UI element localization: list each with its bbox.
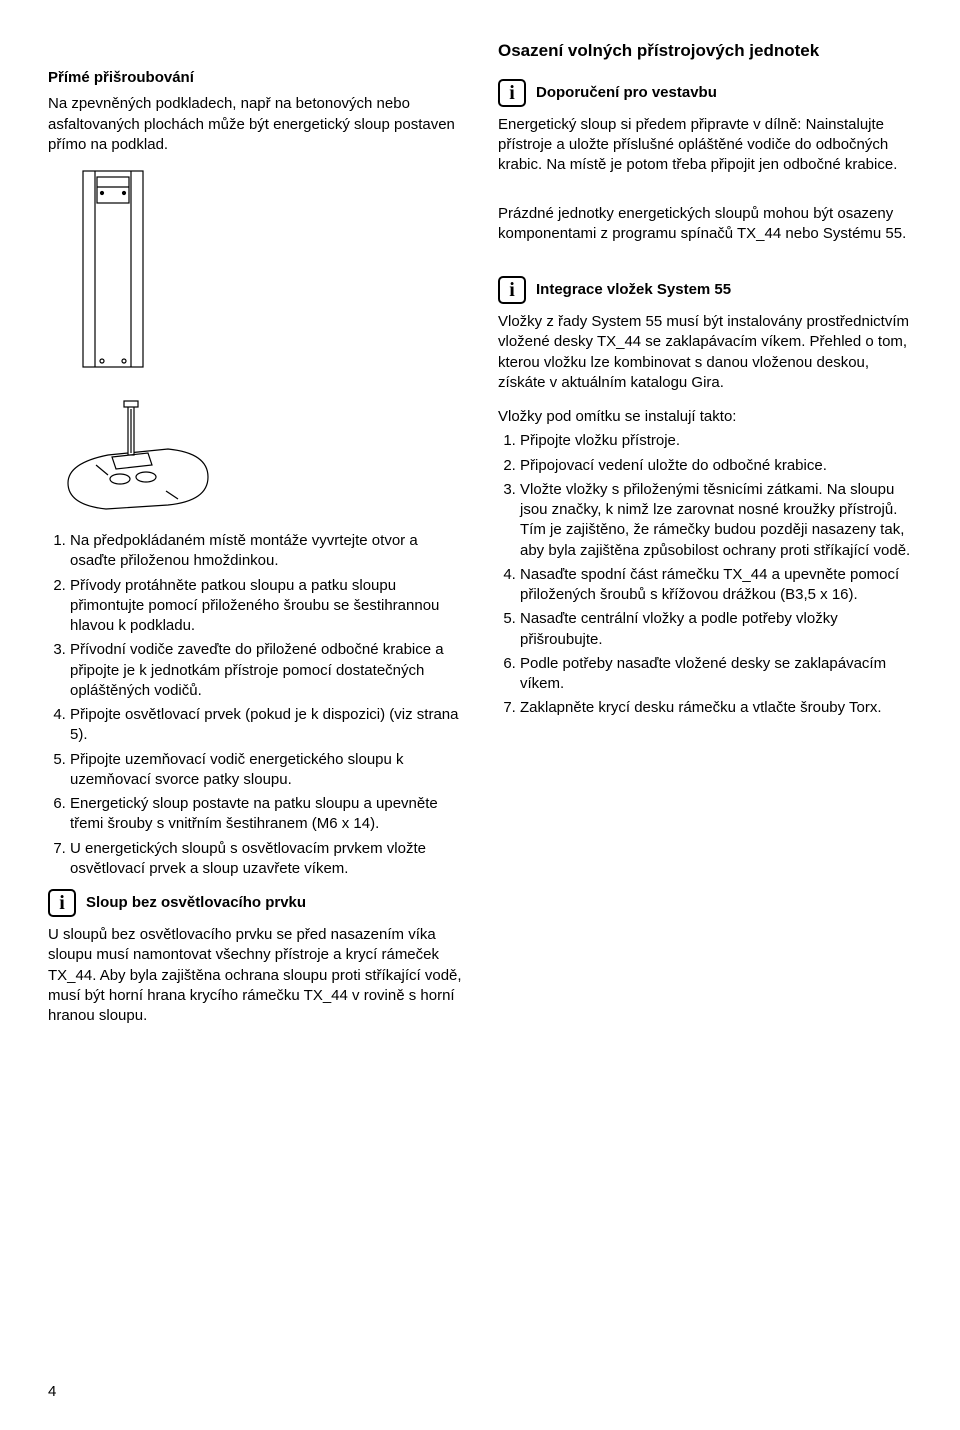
info-box-recommendation: i Doporučení pro vestavbu	[498, 79, 912, 107]
list-item: Vložte vložky s přiloženými těsnicími zá…	[520, 480, 912, 561]
list-item: Přívodní vodiče zaveďte do přiložené odb…	[70, 640, 462, 701]
info-icon: i	[498, 79, 526, 107]
right-heading: Osazení volných přístrojových jednotek	[498, 40, 912, 63]
left-column: Přímé přišroubování Na zpevněných podkla…	[48, 40, 462, 1040]
info-body-system55: Vložky z řady System 55 musí být instalo…	[498, 312, 912, 393]
list-item: Nasaďte centrální vložky a podle potřeby…	[520, 609, 912, 650]
list-item: Připojte osvětlovací prvek (pokud je k d…	[70, 705, 462, 746]
info-icon: i	[498, 276, 526, 304]
figure-energy-column	[48, 169, 462, 379]
list-item: Zaklapněte krycí desku rámečku a vtlačte…	[520, 698, 912, 718]
info-title: Sloup bez osvětlovacího prvku	[86, 893, 306, 913]
list-item: Připojte uzemňovací vodič energetického …	[70, 750, 462, 791]
left-steps-list: Na předpokládaném místě montáže vyvrtejt…	[48, 531, 462, 879]
left-heading: Přímé přišroubování	[48, 68, 462, 88]
right-column: Osazení volných přístrojových jednotek i…	[498, 40, 912, 1040]
right-steps-list: Připojte vložku přístroje. Připojovací v…	[498, 431, 912, 718]
info-box-system55: i Integrace vložek System 55	[498, 276, 912, 304]
list-item: Nasaďte spodní část rámečku TX_44 a upev…	[520, 565, 912, 606]
list-item: Podle potřeby nasaďte vložené desky se z…	[520, 654, 912, 695]
info-body-recommendation: Energetický sloup si předem připravte v …	[498, 115, 912, 176]
info-title: Integrace vložek System 55	[536, 280, 731, 300]
page-number: 4	[48, 1382, 56, 1402]
list-item: Připojovací vedení uložte do odbočné kra…	[520, 456, 912, 476]
info-body-no-light: U sloupů bez osvětlovacího prvku se před…	[48, 925, 462, 1026]
info-box-no-light: i Sloup bez osvětlovacího prvku	[48, 889, 462, 917]
list-item: Připojte vložku přístroje.	[520, 431, 912, 451]
left-intro: Na zpevněných podkladech, např na betono…	[48, 94, 462, 155]
right-steps-intro: Vložky pod omítku se instalují takto:	[498, 407, 912, 427]
list-item: Přívody protáhněte patkou sloupu a patku…	[70, 576, 462, 637]
list-item: Na předpokládaném místě montáže vyvrtejt…	[70, 531, 462, 572]
list-item: Energetický sloup postavte na patku slou…	[70, 794, 462, 835]
list-item: U energetických sloupů s osvětlovacím pr…	[70, 839, 462, 880]
paragraph-between: Prázdné jednotky energetických sloupů mo…	[498, 204, 912, 245]
info-icon: i	[48, 889, 76, 917]
figure-mounting-base	[48, 395, 462, 515]
info-title: Doporučení pro vestavbu	[536, 83, 717, 103]
